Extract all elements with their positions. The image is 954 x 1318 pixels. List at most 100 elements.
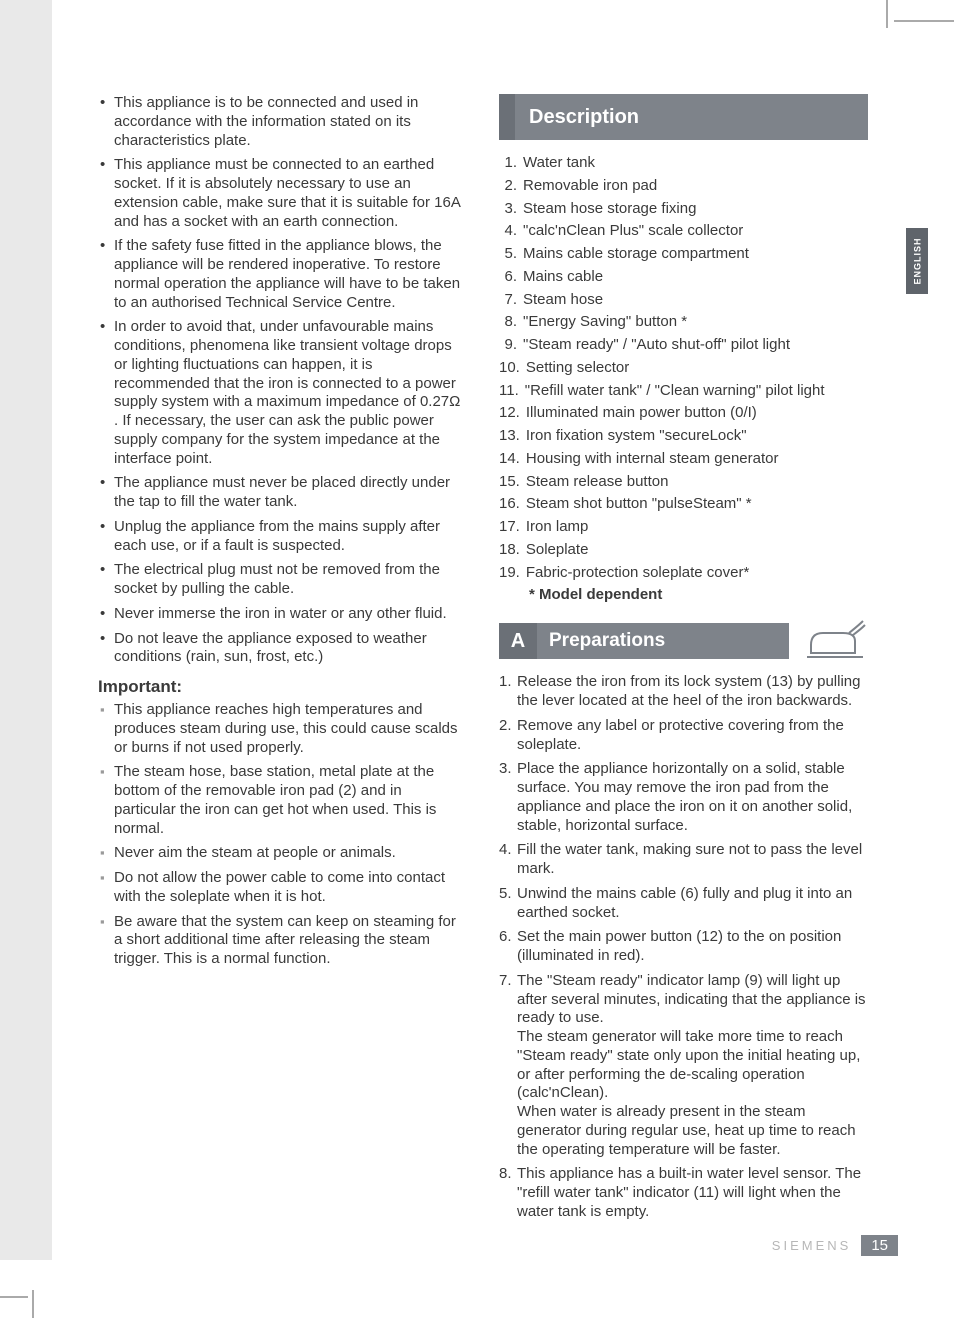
description-item: 10.Setting selector <box>499 359 868 378</box>
item-number: 16. <box>499 495 526 514</box>
item-number: 5. <box>499 245 523 264</box>
description-item: 2.Removable iron pad <box>499 177 868 196</box>
preparation-item: 1.Release the iron from its lock system … <box>499 673 868 711</box>
left-column: This appliance is to be connected and us… <box>98 94 467 1228</box>
important-bullet-item: Do not allow the power cable to come int… <box>98 869 467 907</box>
item-text: Unwind the mains cable (6) fully and plu… <box>517 885 868 923</box>
item-text: The "Steam ready" indicator lamp (9) wil… <box>517 972 868 1160</box>
content-columns: This appliance is to be connected and us… <box>98 94 868 1228</box>
item-number: 17. <box>499 518 526 537</box>
item-text: "Refill water tank" / "Clean warning" pi… <box>525 382 868 401</box>
safety-bullet-item: The appliance must never be placed direc… <box>98 474 467 512</box>
description-item: 12.Illuminated main power button (0/I) <box>499 404 868 423</box>
item-text: Remove any label or protective covering … <box>517 717 868 755</box>
safety-bullet-item: Never immerse the iron in water or any o… <box>98 605 467 624</box>
brand-label: SIEMENS <box>772 1238 852 1253</box>
preparations-list: 1.Release the iron from its lock system … <box>499 673 868 1221</box>
description-heading: Description <box>529 106 639 129</box>
description-item: 11."Refill water tank" / "Clean warning"… <box>499 382 868 401</box>
safety-bullet-item: Do not leave the appliance exposed to we… <box>98 630 467 668</box>
item-number: 1. <box>499 154 523 173</box>
item-number: 3. <box>499 200 523 219</box>
preparations-heading: Preparations <box>549 630 665 652</box>
item-number: 13. <box>499 427 526 446</box>
important-bullets: This appliance reaches high temperatures… <box>98 701 467 969</box>
preparation-item: 3.Place the appliance horizontally on a … <box>499 760 868 835</box>
preparation-item: 7.The "Steam ready" indicator lamp (9) w… <box>499 972 868 1160</box>
description-item: 17.Iron lamp <box>499 518 868 537</box>
item-number: 9. <box>499 336 523 355</box>
item-number: 5. <box>499 885 517 923</box>
item-text: Set the main power button (12) to the on… <box>517 928 868 966</box>
crop-mark <box>894 20 954 22</box>
item-text: Iron fixation system "secureLock" <box>526 427 868 446</box>
preparations-heading-wrap: A Preparations <box>499 623 868 659</box>
description-item: 3.Steam hose storage fixing <box>499 200 868 219</box>
item-number: 3. <box>499 760 517 835</box>
safety-bullet-item: Unplug the appliance from the mains supp… <box>98 518 467 556</box>
crop-mark <box>0 1296 28 1298</box>
right-column: Description 1.Water tank 2.Removable iron… <box>499 94 868 1228</box>
preparation-item: 8.This appliance has a built-in water le… <box>499 1165 868 1221</box>
safety-bullet-item: This appliance must be connected to an e… <box>98 156 467 231</box>
item-text: Illuminated main power button (0/I) <box>526 404 868 423</box>
item-text: "Steam ready" / "Auto shut-off" pilot li… <box>523 336 868 355</box>
description-item: 15.Steam release button <box>499 473 868 492</box>
item-number: 8. <box>499 1165 517 1221</box>
preparations-heading-bar: A Preparations <box>499 623 789 659</box>
crop-mark <box>886 0 888 28</box>
item-number: 7. <box>499 972 517 1160</box>
item-text: Fabric-protection soleplate cover* <box>526 564 868 583</box>
important-bullet-item: Be aware that the system can keep on ste… <box>98 913 467 969</box>
language-label: ENGLISH <box>912 237 922 284</box>
preparation-item: 6.Set the main power button (12) to the … <box>499 928 868 966</box>
item-number: 11. <box>499 382 525 401</box>
description-list: 1.Water tank2.Removable iron pad3.Steam … <box>499 154 868 582</box>
model-dependent-note: * Model dependent <box>529 586 868 603</box>
section-letter: A <box>499 623 537 659</box>
description-item: 18.Soleplate <box>499 541 868 560</box>
description-item: 7.Steam hose <box>499 291 868 310</box>
description-item: 19.Fabric-protection soleplate cover* <box>499 564 868 583</box>
item-number: 19. <box>499 564 526 583</box>
item-number: 15. <box>499 473 526 492</box>
item-text: This appliance has a built-in water leve… <box>517 1165 868 1221</box>
crop-mark <box>32 1290 34 1318</box>
safety-bullets: This appliance is to be connected and us… <box>98 94 467 667</box>
item-number: 7. <box>499 291 523 310</box>
iron-icon <box>805 619 869 663</box>
description-item: 13.Iron fixation system "secureLock" <box>499 427 868 446</box>
preparation-item: 4.Fill the water tank, making sure not t… <box>499 841 868 879</box>
description-item: 14.Housing with internal steam generator <box>499 450 868 469</box>
item-text: Mains cable storage compartment <box>523 245 868 264</box>
description-item: 6.Mains cable <box>499 268 868 287</box>
description-item: 4."calc'nClean Plus" scale collector <box>499 222 868 241</box>
item-text: Mains cable <box>523 268 868 287</box>
item-text: Fill the water tank, making sure not to … <box>517 841 868 879</box>
item-text: Housing with internal steam generator <box>526 450 868 469</box>
item-number: 18. <box>499 541 526 560</box>
item-text: "Energy Saving" button * <box>523 313 868 332</box>
safety-bullet-item: If the safety fuse fitted in the applian… <box>98 237 467 312</box>
important-heading: Important: <box>98 677 467 697</box>
preparation-item: 2.Remove any label or protective coverin… <box>499 717 868 755</box>
description-item: 8."Energy Saving" button * <box>499 313 868 332</box>
important-bullet-item: The steam hose, base station, metal plat… <box>98 763 467 838</box>
safety-bullet-item: The electrical plug must not be removed … <box>98 561 467 599</box>
item-number: 6. <box>499 268 523 287</box>
item-number: 2. <box>499 177 523 196</box>
item-text: Steam hose storage fixing <box>523 200 868 219</box>
item-number: 1. <box>499 673 517 711</box>
item-text: Steam hose <box>523 291 868 310</box>
binding-shade <box>0 0 52 1260</box>
item-number: 10. <box>499 359 526 378</box>
description-item: 16.Steam shot button "pulseSteam" * <box>499 495 868 514</box>
item-text: Place the appliance horizontally on a so… <box>517 760 868 835</box>
description-heading-bar: Description <box>499 94 868 140</box>
important-bullet-item: This appliance reaches high temperatures… <box>98 701 467 757</box>
item-number: 8. <box>499 313 523 332</box>
page-number: 15 <box>861 1235 898 1256</box>
description-item: 1.Water tank <box>499 154 868 173</box>
item-number: 2. <box>499 717 517 755</box>
language-tab: ENGLISH <box>906 228 928 294</box>
